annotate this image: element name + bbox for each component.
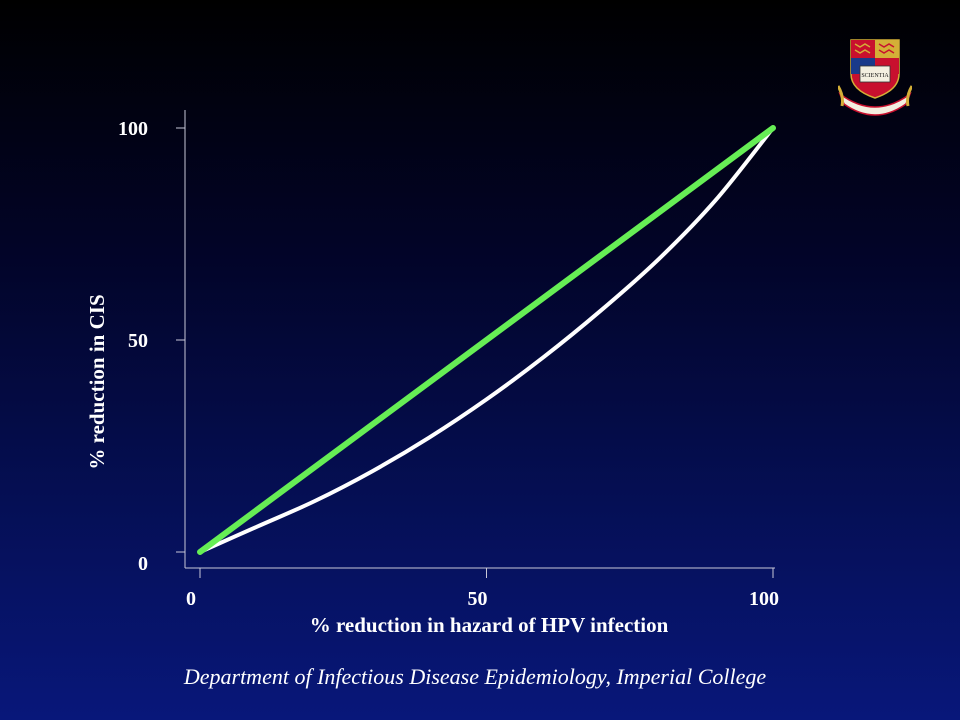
series-line-green <box>197 125 776 555</box>
imperial-college-crest-icon: SCIENTIA <box>838 39 912 116</box>
footer-credit: Department of Infectious Disease Epidemi… <box>183 664 767 689</box>
x-axis-title: % reduction in hazard of HPV infection <box>310 613 669 637</box>
chart-series <box>197 125 776 555</box>
chart-ticks <box>176 127 774 578</box>
y-tick-label: 100 <box>118 118 148 140</box>
x-tick-label: 0 <box>186 588 196 610</box>
y-tick-label: 0 <box>138 553 148 575</box>
svg-text:SCIENTIA: SCIENTIA <box>861 73 889 79</box>
series-line-white <box>198 126 775 554</box>
x-tick-label: 50 <box>468 588 488 610</box>
x-tick-label: 100 <box>749 588 779 610</box>
y-tick-label: 50 <box>128 330 148 352</box>
chart-tick-labels: 0 50 100 0 50 100 <box>118 118 779 610</box>
chart-axes <box>184 110 775 569</box>
y-axis-title: % reduction in CIS <box>85 294 109 469</box>
